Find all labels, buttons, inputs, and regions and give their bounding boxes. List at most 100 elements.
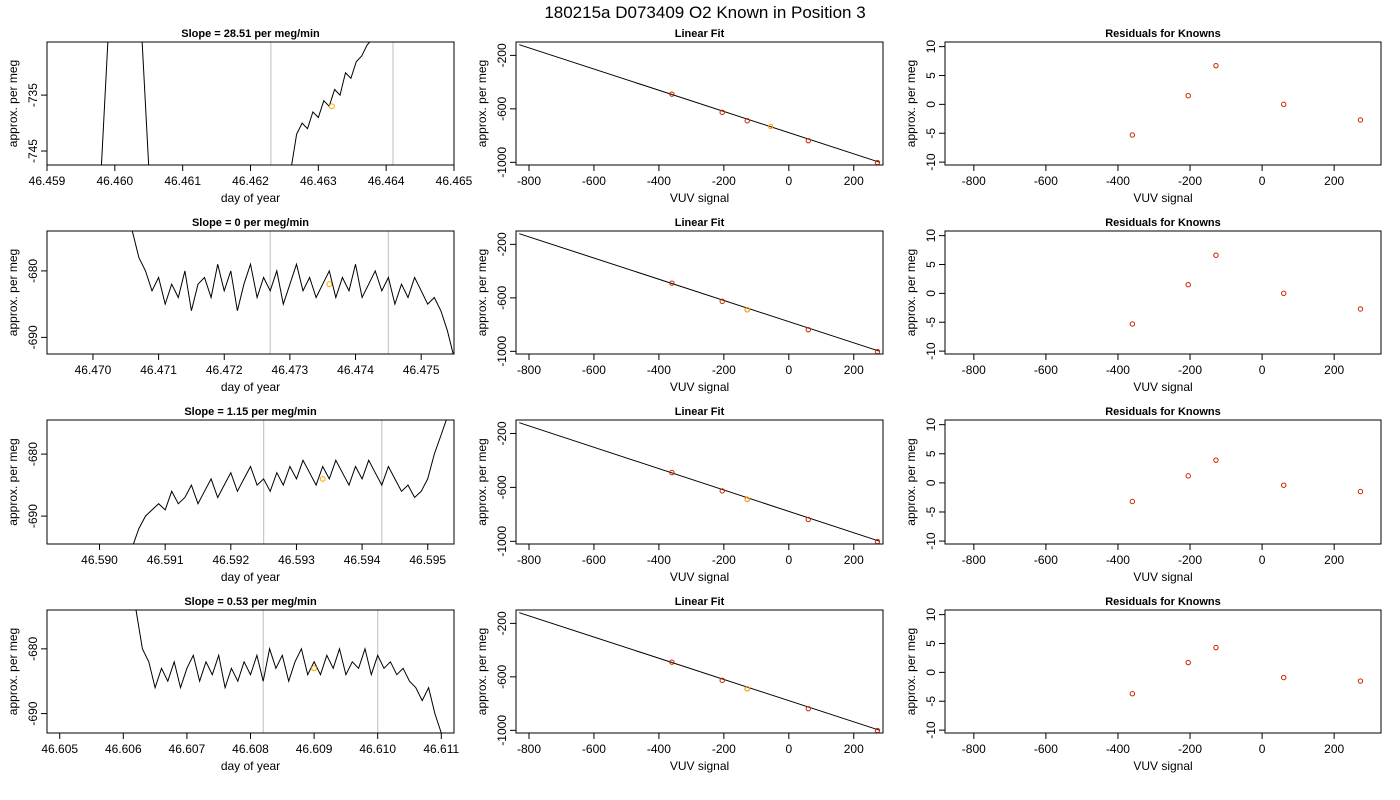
linear-fit-title: Linear Fit: [675, 217, 725, 229]
x-axis-label: VUV signal: [670, 570, 729, 584]
y-axis-label: approx. per meg: [904, 438, 918, 525]
x-tick-label: -400: [1106, 174, 1130, 188]
x-tick-label: 0: [1259, 553, 1266, 567]
x-tick-label: -200: [712, 363, 736, 377]
x-tick-label: -600: [582, 553, 606, 567]
known-point: [719, 677, 725, 684]
y-axis-label: approx. per meg: [475, 60, 489, 147]
x-tick-label: 46.465: [436, 174, 473, 188]
x-axis-label: day of year: [221, 191, 280, 205]
y-tick-label: -690: [26, 701, 40, 725]
x-tick-label: -200: [1178, 553, 1202, 567]
residuals-plot-area: [1129, 644, 1364, 697]
linear-fit-title: Linear Fit: [675, 28, 725, 40]
linear-fit-plot-area: [519, 233, 881, 354]
x-axis-label: VUV signal: [1133, 380, 1192, 394]
y-tick-label: -10: [924, 153, 938, 171]
residual-point: [1185, 473, 1191, 479]
timeseries-panel-4: Slope = 0.53 per meg/min 46.605 46.606 46.6…: [6, 596, 460, 773]
y-tick-label: -1000: [495, 526, 509, 557]
x-tick-label: 46.475: [403, 363, 440, 377]
timeseries-frame: [46, 419, 455, 545]
residual-point: [1185, 93, 1191, 99]
y-axis-label: approx. per meg: [904, 249, 918, 336]
x-tick-label: -200: [712, 742, 736, 756]
known-point: [805, 516, 812, 523]
residual-point: [1357, 678, 1364, 684]
x-tick-label: 46.590: [81, 553, 118, 567]
residuals-panel-1: Residuals for Knowns -800 -600 -400 -200 0 200…: [904, 28, 1382, 205]
x-tick-label: 200: [1324, 363, 1344, 377]
known-point: [805, 137, 812, 144]
current-point: [744, 307, 750, 313]
x-tick-label: 0: [785, 742, 792, 756]
x-tick-label: 46.611: [423, 742, 459, 756]
plot-grid: Slope = 28.51 per meg/min 46.459 46.460 46.…: [6, 28, 1382, 773]
y-tick-label: -735: [26, 83, 40, 107]
y-tick-label: -600: [495, 665, 509, 689]
current-point: [311, 665, 317, 672]
x-tick-label: 46.473: [272, 363, 309, 377]
y-tick-label: -5: [924, 506, 938, 517]
x-axis-label: day of year: [221, 380, 280, 394]
x-tick-label: -800: [517, 553, 541, 567]
residual-point: [1129, 498, 1136, 505]
y-axis-label: approx. per meg: [904, 60, 918, 147]
y-tick-label: -1000: [495, 147, 509, 178]
x-tick-label: 46.608: [232, 742, 269, 756]
x-tick-label: -800: [517, 174, 541, 188]
x-tick-label: -800: [962, 363, 986, 377]
linear-fit-plot-area: [519, 422, 881, 544]
x-tick-label: -800: [517, 363, 541, 377]
trace-line: [131, 231, 454, 354]
x-axis-label: VUV signal: [670, 191, 729, 205]
x-tick-label: 46.470: [75, 363, 112, 377]
x-tick-label: -600: [1034, 174, 1058, 188]
residuals-panel-4: Residuals for Knowns -800 -600 -400 -200 0 200…: [904, 596, 1382, 773]
x-tick-label: 46.474: [337, 363, 374, 377]
residuals-frame: [944, 41, 1382, 166]
timeseries-plot-area: [132, 420, 447, 544]
y-axis-label: approx. per meg: [6, 60, 20, 147]
trace-line: [132, 420, 447, 544]
x-tick-label: -600: [1034, 742, 1058, 756]
x-tick-label: 46.609: [296, 742, 333, 756]
x-axis-label: VUV signal: [670, 380, 729, 394]
residuals-plot-area: [1129, 62, 1364, 138]
x-tick-label: 46.594: [344, 553, 381, 567]
x-tick-label: 46.593: [278, 553, 315, 567]
x-tick-label: 46.592: [212, 553, 249, 567]
trace-line: [141, 42, 150, 165]
timeseries-frame: [46, 230, 455, 355]
timeseries-title: Slope = 28.51 per meg/min: [181, 28, 320, 40]
fit-line: [519, 422, 880, 542]
residuals-frame: [944, 609, 1382, 734]
linear-fit-title: Linear Fit: [675, 406, 725, 418]
x-tick-label: 46.460: [96, 174, 133, 188]
x-tick-label: 200: [844, 553, 864, 567]
y-tick-label: -200: [495, 232, 509, 256]
x-tick-label: -400: [647, 742, 671, 756]
x-tick-label: 200: [844, 363, 864, 377]
x-tick-label: -400: [647, 553, 671, 567]
linear-fit-panel-2: Linear Fit -800 -600 -400 -200 0 200 -1000 -600 -…: [475, 217, 884, 394]
x-tick-label: 0: [785, 174, 792, 188]
x-tick-label: -200: [712, 174, 736, 188]
x-axis-label: VUV signal: [670, 759, 729, 773]
timeseries-title: Slope = 0.53 per meg/min: [184, 596, 317, 608]
known-point: [669, 280, 675, 286]
y-tick-label: 0: [924, 669, 938, 676]
x-tick-label: -400: [1106, 742, 1130, 756]
x-tick-label: -400: [1106, 363, 1130, 377]
x-tick-label: 46.595: [409, 553, 446, 567]
current-point: [326, 281, 333, 288]
y-tick-label: 10: [924, 608, 938, 622]
trace-line: [291, 42, 371, 165]
x-tick-label: 46.606: [105, 742, 142, 756]
x-tick-label: -600: [582, 742, 606, 756]
y-tick-label: 0: [924, 479, 938, 486]
x-tick-label: 46.472: [206, 363, 243, 377]
y-tick-label: -5: [924, 317, 938, 328]
y-tick-label: 10: [924, 229, 938, 243]
residuals-frame: [944, 419, 1382, 545]
